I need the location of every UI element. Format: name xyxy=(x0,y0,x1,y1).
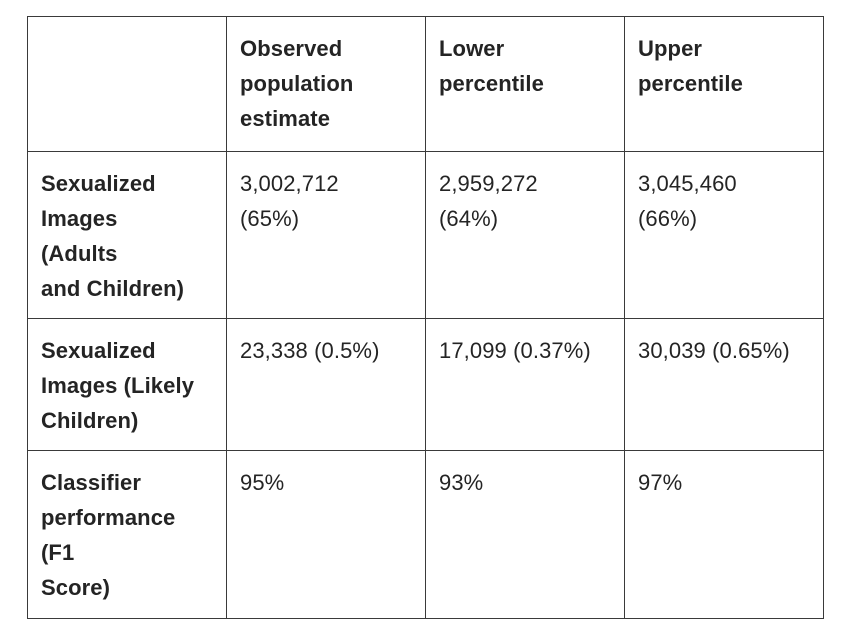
population-estimates-table: Observed population estimate Lower perce… xyxy=(27,16,824,619)
table-row-sexualized-adults-children: Sexualized Images (Adults and Children) … xyxy=(27,151,824,319)
row-label-sexualized-likely-children: Sexualized Images (Likely Children) xyxy=(27,318,227,451)
cell-adults-children-observed: 3,002,712 (65%) xyxy=(226,151,426,319)
header-lower-percentile: Lower percentile xyxy=(425,16,625,152)
cell-adults-children-lower: 2,959,272 (64%) xyxy=(425,151,625,319)
cell-adults-children-upper: 3,045,460 (66%) xyxy=(624,151,824,319)
cell-likely-children-upper: 30,039 (0.65%) xyxy=(624,318,824,451)
cell-likely-children-lower: 17,099 (0.37%) xyxy=(425,318,625,451)
cell-classifier-upper: 97% xyxy=(624,450,824,619)
corner-empty-cell xyxy=(27,16,227,152)
cell-classifier-lower: 93% xyxy=(425,450,625,619)
estimates-table-container: Observed population estimate Lower perce… xyxy=(27,16,824,619)
table-row-classifier-performance: Classifier performance (F1 Score) 95% 93… xyxy=(27,450,824,619)
table-row-sexualized-likely-children: Sexualized Images (Likely Children) 23,3… xyxy=(27,318,824,451)
header-observed-population-estimate: Observed population estimate xyxy=(226,16,426,152)
cell-likely-children-observed: 23,338 (0.5%) xyxy=(226,318,426,451)
row-label-sexualized-adults-children: Sexualized Images (Adults and Children) xyxy=(27,151,227,319)
row-label-classifier-performance: Classifier performance (F1 Score) xyxy=(27,450,227,619)
header-upper-percentile: Upper percentile xyxy=(624,16,824,152)
table-header-row: Observed population estimate Lower perce… xyxy=(27,16,824,152)
cell-classifier-observed: 95% xyxy=(226,450,426,619)
